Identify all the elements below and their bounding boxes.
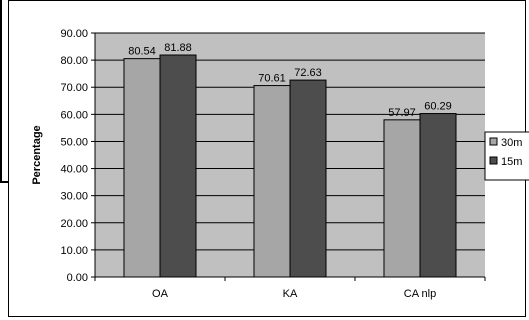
left-border-line: [0, 0, 2, 182]
data-label: 81.88: [164, 42, 192, 54]
axes: [91, 32, 486, 281]
legend-label: 30m: [501, 137, 522, 149]
bar-15m: [419, 113, 457, 278]
bar-30m: [253, 85, 291, 278]
data-label: 70.61: [258, 73, 286, 85]
bar-30m: [123, 58, 161, 278]
x-category-label: CA nlp: [404, 288, 436, 300]
legend-label: 15m: [501, 156, 522, 168]
left-border-tick: [0, 181, 9, 183]
data-label: 57.97: [388, 107, 416, 119]
x-category-label: KA: [283, 288, 298, 300]
y-tick-label: 10.00: [60, 245, 88, 257]
y-tick-label: 60.00: [60, 109, 88, 121]
data-label: 72.63: [294, 67, 322, 79]
y-axis-title: Percentage: [31, 125, 43, 184]
labels-group: 0.00 10.00 20.00 30.00 40.00 50.00 60.00 70.00 8…: [60, 28, 451, 300]
legend: 30m 15m: [484, 131, 529, 181]
y-tick-label: 70.00: [60, 82, 88, 94]
y-tick-label: 80.00: [60, 55, 88, 67]
data-label: 80.54: [128, 46, 156, 58]
legend-swatch: [489, 156, 498, 165]
data-label: 60.29: [424, 101, 452, 113]
y-tick-label: 30.00: [60, 191, 88, 203]
bars-group: [123, 54, 457, 278]
bar-30m: [383, 119, 421, 278]
y-tick-label: 20.00: [60, 218, 88, 230]
y-tick-label: 40.00: [60, 164, 88, 176]
legend-swatch: [489, 137, 498, 146]
y-tick-label: 90.00: [60, 28, 88, 40]
x-category-label: OA: [152, 288, 169, 300]
y-tick-label: 0.00: [67, 272, 88, 284]
bar-15m: [159, 54, 197, 278]
bar-15m: [289, 79, 327, 278]
y-tick-label: 50.00: [60, 136, 88, 148]
